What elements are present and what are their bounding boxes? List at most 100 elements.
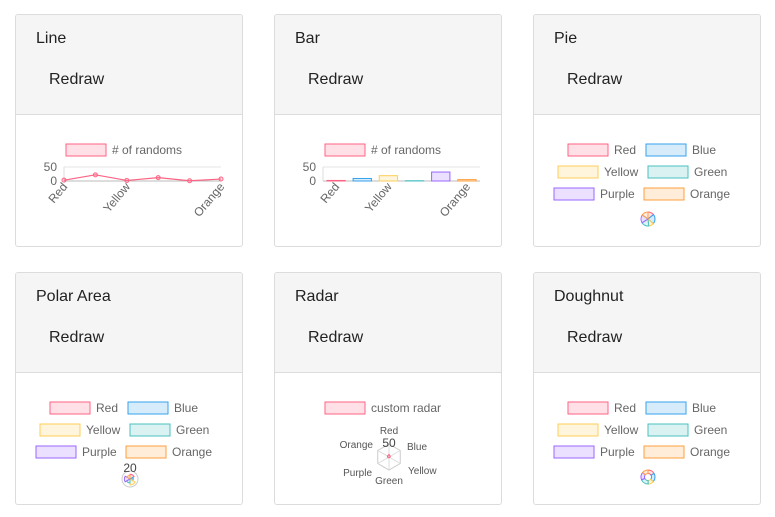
card-body: # of randoms 50 0 Red Yellow Orange xyxy=(16,115,242,246)
legend-swatch xyxy=(324,401,366,415)
card-polar-area: Polar Area Redraw Red Blue Yellow Green Purp… xyxy=(15,272,243,505)
radar-point-label: Yellow xyxy=(408,466,437,477)
legend-label: # of randoms xyxy=(112,143,182,157)
legend-swatch xyxy=(557,165,599,179)
legend-label: Yellow xyxy=(604,423,639,437)
radar-point-label: Green xyxy=(375,476,403,487)
legend-label: Purple xyxy=(600,187,635,201)
legend-label: Green xyxy=(694,165,727,179)
card-body: Red Blue Yellow Green Purple Orange xyxy=(534,373,760,504)
redraw-button[interactable]: Redraw xyxy=(36,325,117,351)
r-tick-label: 20 xyxy=(123,461,137,475)
x-tick-label: Red xyxy=(45,180,70,206)
x-tick-label: Orange xyxy=(191,180,228,220)
legend-label: # of randoms xyxy=(371,143,441,157)
polar-segment-purple xyxy=(123,475,132,483)
card-header: Bar Redraw xyxy=(275,15,501,115)
legend-label: Blue xyxy=(692,401,716,415)
legend-swatch xyxy=(49,401,91,415)
legend-label: Yellow xyxy=(86,423,121,437)
legend-label: Purple xyxy=(600,445,635,459)
card-pie: Pie Redraw Red Blue Yellow Green Purple Orang… xyxy=(533,14,761,247)
radar-point-label: Orange xyxy=(340,440,374,451)
legend-label: Blue xyxy=(174,401,198,415)
radar-point-label: Blue xyxy=(407,442,427,453)
redraw-button[interactable]: Redraw xyxy=(554,325,635,351)
x-tick-label: Yellow xyxy=(362,180,395,215)
point-red xyxy=(61,177,67,183)
polar-area-chart: Red Blue Yellow Green Purple Orange 20 xyxy=(35,401,212,488)
card-doughnut: Doughnut Redraw Red Blue Yellow Green Purple… xyxy=(533,272,761,505)
card-body: # of randoms 50 0 Red Yellow Orange xyxy=(275,115,501,246)
radar-spoke xyxy=(388,450,401,458)
legend-label: Green xyxy=(176,423,209,437)
card-radar: Radar Redraw custom radar 50 Red Blue Yellow… xyxy=(274,272,502,505)
legend-swatch xyxy=(553,187,595,201)
r-tick-label: 50 xyxy=(382,436,396,450)
card-line: Line Redraw # of randoms 50 0 Red Yellow Oran… xyxy=(15,14,243,247)
slice-orange xyxy=(641,469,649,476)
y-tick-label: 50 xyxy=(44,160,58,174)
bar-yellow xyxy=(378,175,399,182)
card-body: Red Blue Yellow Green Purple Orange 20 xyxy=(16,373,242,504)
radar-spoke xyxy=(377,456,390,464)
legend-label: Blue xyxy=(692,143,716,157)
card-body: Red Blue Yellow Green Purple Orange xyxy=(534,115,760,246)
x-tick-label: Red xyxy=(318,180,343,206)
card-title: Pie xyxy=(554,30,578,47)
legend-label: Yellow xyxy=(604,165,639,179)
point-green xyxy=(155,175,161,181)
doughnut-chart: Red Blue Yellow Green Purple Orange xyxy=(553,401,730,485)
pie-chart: Red Blue Yellow Green Purple Orange xyxy=(553,143,730,227)
card-header: Polar Area Redraw xyxy=(16,273,242,373)
legend-swatch xyxy=(647,423,689,437)
y-tick-label: 0 xyxy=(309,174,316,188)
redraw-button[interactable]: Redraw xyxy=(295,325,376,351)
legend-label: custom radar xyxy=(371,401,441,415)
legend-swatch xyxy=(643,187,685,201)
legend-swatch xyxy=(645,401,687,415)
polar-segment-orange xyxy=(126,474,131,480)
card-header: Doughnut Redraw xyxy=(534,273,760,373)
bar-purple xyxy=(431,171,451,182)
legend-label: Orange xyxy=(690,187,730,201)
polar-segment-red xyxy=(129,473,135,480)
point-yellow xyxy=(124,177,130,183)
radar-point-label: Red xyxy=(380,426,398,437)
y-tick-label: 50 xyxy=(303,160,317,174)
radar-point-label: Purple xyxy=(343,468,372,479)
bar-chart: # of randoms 500 Red Yellow Orange xyxy=(303,143,480,220)
x-tick-label: Orange xyxy=(437,180,474,220)
legend-swatch xyxy=(39,423,81,437)
legend-label: Purple xyxy=(82,445,117,459)
card-title: Polar Area xyxy=(36,288,111,305)
legend-swatch xyxy=(553,445,595,459)
x-tick-label: Yellow xyxy=(100,180,133,215)
legend-label: Red xyxy=(614,401,636,415)
legend-label: Red xyxy=(614,143,636,157)
card-title: Line xyxy=(36,30,67,47)
card-bar: Bar Redraw # of randoms 50 0 Red Yellow Orang… xyxy=(274,14,502,247)
card-title: Radar xyxy=(295,288,339,305)
legend-label: Green xyxy=(694,423,727,437)
legend-swatch xyxy=(65,143,107,157)
card-header: Line Redraw xyxy=(16,15,242,115)
radar-spoke xyxy=(388,456,401,464)
redraw-button[interactable]: Redraw xyxy=(295,67,376,93)
point-orange xyxy=(218,176,224,182)
redraw-button[interactable]: Redraw xyxy=(36,67,117,93)
redraw-button[interactable]: Redraw xyxy=(554,67,635,93)
legend-swatch xyxy=(645,143,687,157)
slice-orange xyxy=(641,211,649,220)
legend-label: Orange xyxy=(690,445,730,459)
card-header: Radar Redraw xyxy=(275,273,501,373)
point-purple xyxy=(187,178,193,184)
legend-swatch xyxy=(127,401,169,415)
point-blue xyxy=(92,172,98,178)
line-series xyxy=(63,174,222,182)
legend-swatch xyxy=(125,445,167,459)
legend-swatch xyxy=(567,143,609,157)
radar-series xyxy=(386,453,391,459)
